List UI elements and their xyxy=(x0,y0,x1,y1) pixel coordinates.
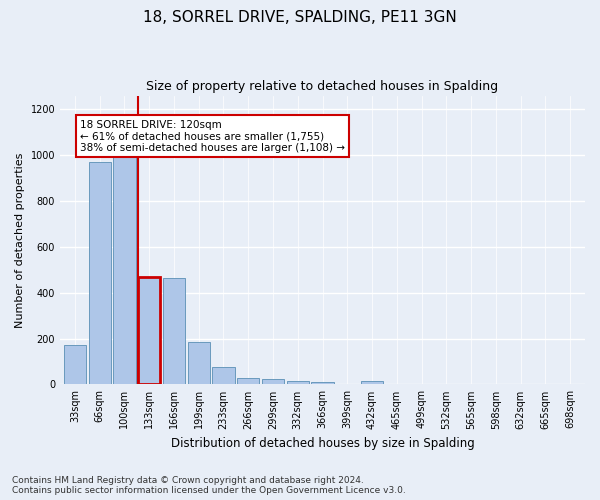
X-axis label: Distribution of detached houses by size in Spalding: Distribution of detached houses by size … xyxy=(170,437,475,450)
Bar xyxy=(64,346,86,385)
Bar xyxy=(113,155,136,384)
Bar xyxy=(287,381,309,384)
Text: 18 SORREL DRIVE: 120sqm
← 61% of detached houses are smaller (1,755)
38% of semi: 18 SORREL DRIVE: 120sqm ← 61% of detache… xyxy=(80,120,345,153)
Text: Contains HM Land Registry data © Crown copyright and database right 2024.
Contai: Contains HM Land Registry data © Crown c… xyxy=(12,476,406,495)
Bar xyxy=(237,378,259,384)
Y-axis label: Number of detached properties: Number of detached properties xyxy=(15,152,25,328)
Bar xyxy=(361,381,383,384)
Text: 18, SORREL DRIVE, SPALDING, PE11 3GN: 18, SORREL DRIVE, SPALDING, PE11 3GN xyxy=(143,10,457,25)
Title: Size of property relative to detached houses in Spalding: Size of property relative to detached ho… xyxy=(146,80,499,93)
Bar xyxy=(163,278,185,384)
Bar xyxy=(262,380,284,384)
Bar xyxy=(188,342,210,384)
Bar xyxy=(212,367,235,384)
Bar xyxy=(89,162,111,384)
Bar xyxy=(311,382,334,384)
Bar xyxy=(138,276,160,384)
